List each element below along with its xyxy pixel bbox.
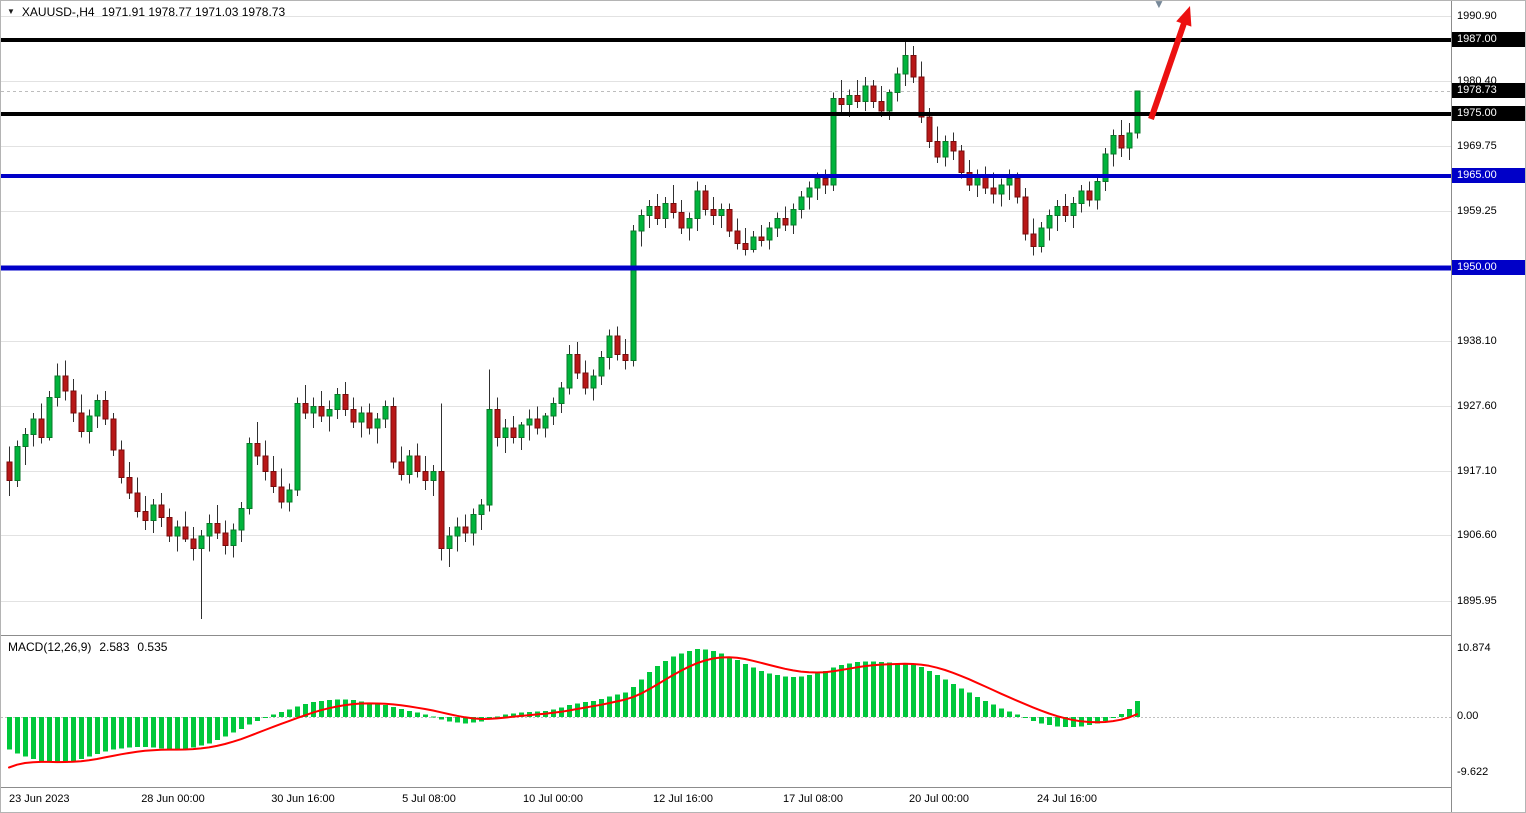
time-axis-label: 5 Jul 08:00 (402, 793, 456, 805)
macd-indicator-label: MACD(12,26,9) 2.583 0.535 (8, 640, 167, 654)
time-axis-label: 10 Jul 00:00 (523, 793, 583, 805)
price-axis-label: 1917.10 (1457, 464, 1497, 477)
macd-axis-label: 10.874 (1457, 642, 1491, 654)
time-axis-label: 20 Jul 00:00 (909, 793, 969, 805)
price-axis-badge: 1950.00 (1452, 259, 1525, 275)
time-axis-label: 24 Jul 16:00 (1037, 793, 1097, 805)
price-gridlines (1, 16, 1451, 602)
time-axis[interactable]: 23 Jun 2023 28 Jun 00:00 30 Jun 16:00 5 Jul… (1, 787, 1451, 812)
price-axis-badge: 1987.00 (1452, 32, 1525, 47)
macd-indicator-canvas[interactable] (1, 635, 1451, 787)
price-axis-label: 1895.95 (1457, 595, 1497, 608)
price-axis-label: 1938.10 (1457, 335, 1497, 348)
price-axis-badge: 1965.00 (1452, 167, 1525, 183)
macd-main-value: 2.583 (99, 640, 130, 654)
macd-name: MACD(12,26,9) (8, 640, 92, 654)
candlesticks (6, 40, 1141, 620)
price-axis-label: 1990.90 (1457, 9, 1497, 22)
price-axis-badge: 1978.73 (1452, 82, 1525, 98)
horizontal-level-lines[interactable] (1, 38, 1451, 271)
ohlc-values: 1971.91 1978.77 1971.03 1978.73 (101, 5, 286, 19)
price-axis-label: 1927.60 (1457, 400, 1497, 413)
chart-shift-marker-icon[interactable]: ▼ (1153, 0, 1165, 11)
macd-axis-label: -9.622 (1457, 766, 1489, 778)
price-axis[interactable]: 1990.90 1980.40 1969.75 1959.25 1938.10 1927.… (1451, 1, 1525, 812)
price-chart-canvas[interactable] (1, 1, 1451, 634)
macd-axis-label: 0.00 (1457, 710, 1479, 722)
symbol-period-label: XAUUSD-,H4 (21, 5, 95, 19)
macd-signal-value: 0.535 (137, 640, 168, 654)
time-axis-label: 12 Jul 16:00 (653, 793, 713, 805)
price-axis-label: 1906.60 (1457, 529, 1497, 542)
price-axis-badge: 1975.00 (1452, 105, 1525, 121)
buy-arrow-annotation[interactable] (1148, 6, 1192, 120)
time-axis-label: 17 Jul 08:00 (783, 793, 843, 805)
time-axis-label: 30 Jun 16:00 (271, 793, 335, 805)
chart-title: ▼ XAUUSD-,H4 1971.91 1978.77 1971.03 197… (7, 5, 285, 19)
macd-histogram (7, 649, 1140, 763)
time-axis-label: 23 Jun 2023 (9, 793, 70, 805)
price-axis-label: 1959.25 (1457, 205, 1497, 217)
price-axis-label: 1969.75 (1457, 140, 1497, 153)
time-axis-label: 28 Jun 00:00 (141, 793, 205, 805)
macd-signal-line (8, 656, 1138, 769)
symbol-dropdown-icon: ▼ (7, 7, 15, 16)
